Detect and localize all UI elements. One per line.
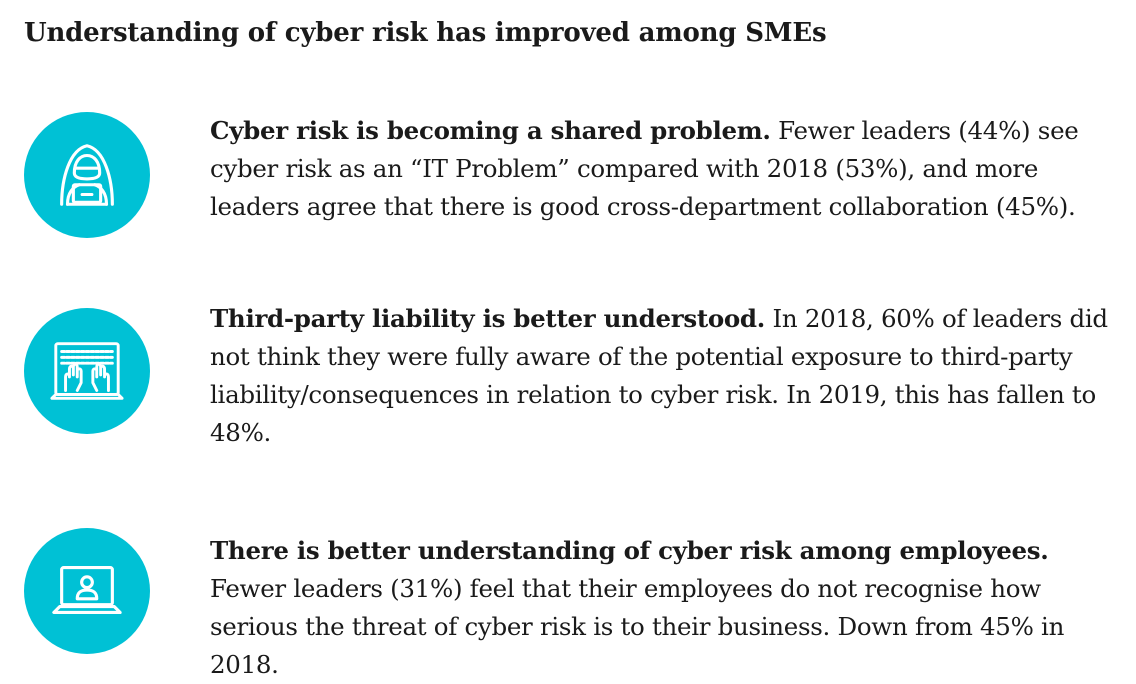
hands-on-keyboard-icon bbox=[24, 308, 150, 434]
finding-text: Third-party liability is better understo… bbox=[210, 300, 1122, 452]
hooded-hacker-laptop-icon bbox=[24, 112, 150, 238]
finding-lead: Cyber risk is becoming a shared problem. bbox=[210, 116, 771, 145]
finding-body: Fewer leaders (31%) feel that their empl… bbox=[210, 574, 1065, 679]
page-title: Understanding of cyber risk has improved… bbox=[24, 18, 827, 48]
finding-body: Fewer leaders (44%) see cyber risk as an… bbox=[210, 116, 1079, 221]
finding-text: There is better understanding of cyber r… bbox=[210, 532, 1122, 684]
finding-lead: There is better understanding of cyber r… bbox=[210, 536, 1049, 565]
finding-text: Cyber risk is becoming a shared problem.… bbox=[210, 112, 1122, 226]
finding-body: In 2018, 60% of leaders did not think th… bbox=[210, 304, 1108, 447]
finding-lead: Third-party liability is better understo… bbox=[210, 304, 765, 333]
user-on-laptop-icon bbox=[24, 528, 150, 654]
